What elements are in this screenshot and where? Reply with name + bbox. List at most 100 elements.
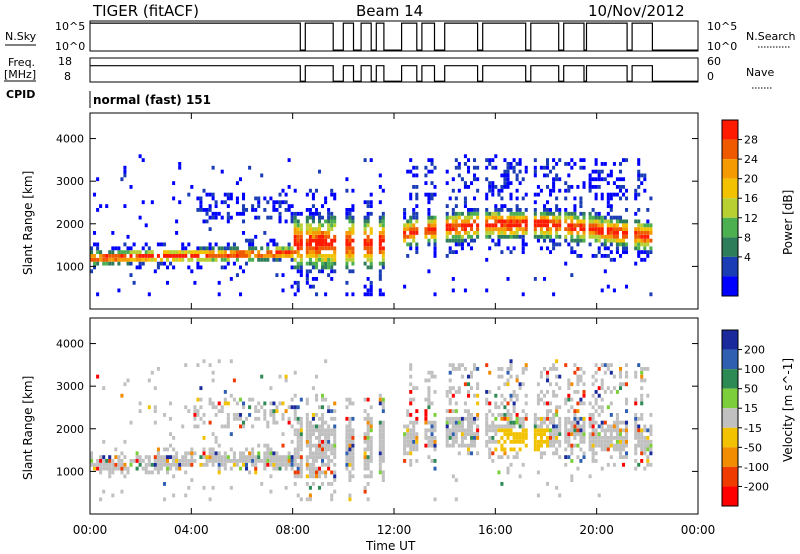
echo-cell [345, 432, 349, 437]
echo-cell [430, 370, 434, 375]
echo-cell [622, 223, 626, 228]
echo-cell [166, 466, 170, 471]
echo-cell [521, 177, 525, 182]
echo-cell [567, 397, 571, 402]
x-tick-label: 16:00 [478, 523, 513, 537]
echo-cell [348, 215, 352, 220]
echo-cell [558, 455, 562, 460]
echo-cell [558, 227, 562, 232]
echo-cell [363, 432, 367, 437]
echo-cell [196, 261, 200, 266]
echo-cell [169, 455, 173, 460]
echo-cell [333, 489, 337, 494]
echo-cell [649, 231, 653, 235]
echo-cell [536, 416, 540, 421]
echo-cell [619, 432, 623, 437]
echo-cell [403, 451, 407, 456]
echo-cell [348, 242, 352, 247]
echo-cell [348, 219, 352, 224]
echo-cell [232, 397, 236, 402]
echo-cell [457, 443, 461, 448]
echo-cell [448, 436, 452, 440]
echo-cell [427, 393, 431, 398]
echo-cell [506, 234, 510, 239]
echo-cell [308, 227, 312, 232]
echo-cell [181, 455, 185, 460]
echo-cell [637, 227, 641, 232]
echo-cell [403, 436, 407, 440]
echo-cell [591, 451, 595, 456]
echo-cell [220, 265, 224, 270]
echo-cell [308, 231, 312, 235]
echo-cell [324, 219, 328, 224]
echo-cell [296, 227, 300, 232]
echo-cell [205, 250, 209, 255]
echo-cell [275, 409, 279, 414]
echo-cell [327, 482, 331, 486]
echo-cell [445, 390, 449, 394]
echo-cell [643, 443, 647, 448]
echo-cell [451, 234, 455, 239]
echo-cell [643, 447, 647, 452]
echo-cell [503, 432, 507, 437]
echo-cell [138, 459, 142, 463]
echo-cell [488, 162, 492, 166]
echo-cell [226, 254, 230, 258]
echo-cell [409, 439, 413, 444]
velocity-frame [89, 317, 699, 515]
echo-cell [296, 474, 300, 479]
echo-cell [506, 428, 510, 433]
echo-cell [619, 242, 623, 247]
echo-cell [485, 416, 489, 421]
echo-cell [144, 455, 148, 460]
echo-cell [214, 455, 218, 460]
echo-cell [485, 215, 489, 220]
echo-cell [524, 227, 528, 232]
echo-cell [178, 459, 182, 463]
echo-cell [463, 416, 467, 421]
echo-cell [245, 254, 249, 258]
echo-cell [147, 250, 151, 255]
echo-cell [427, 436, 431, 440]
echo-cell [163, 447, 167, 452]
echo-cell [403, 211, 407, 216]
echo-cell [403, 208, 407, 212]
echo-cell [378, 436, 382, 440]
echo-cell [433, 447, 437, 452]
echo-cell [427, 223, 431, 228]
echo-cell [567, 443, 571, 448]
echo-cell [552, 439, 556, 444]
echo-cell [96, 292, 100, 297]
echo-cell [640, 428, 644, 433]
echo-cell [117, 246, 121, 251]
echo-cell [293, 234, 297, 239]
echo-cell [470, 234, 474, 239]
echo-cell [254, 462, 258, 467]
echo-cell [457, 242, 461, 247]
echo-cell [345, 231, 349, 235]
echo-cell [606, 386, 610, 391]
echo-cell [591, 432, 595, 437]
echo-cell [579, 378, 583, 383]
echo-cell [90, 269, 94, 274]
echo-cell [634, 234, 638, 239]
echo-cell [348, 257, 352, 262]
echo-cell [515, 196, 519, 201]
echo-cell [515, 208, 519, 212]
echo-cell [576, 382, 580, 387]
echo-cell [226, 215, 230, 220]
echo-cell [457, 424, 461, 429]
echo-cell [606, 462, 610, 467]
echo-cell [96, 257, 100, 262]
echo-cell [378, 451, 382, 456]
echo-cell [403, 459, 407, 463]
echo-cell [594, 443, 598, 448]
echo-cell [570, 238, 574, 243]
echo-cell [521, 211, 525, 216]
echo-cell [293, 462, 297, 467]
echo-cell [281, 254, 285, 258]
echo-cell [430, 158, 434, 163]
echo-cell [506, 409, 510, 414]
echo-cell [327, 439, 331, 444]
echo-cell [327, 257, 331, 262]
